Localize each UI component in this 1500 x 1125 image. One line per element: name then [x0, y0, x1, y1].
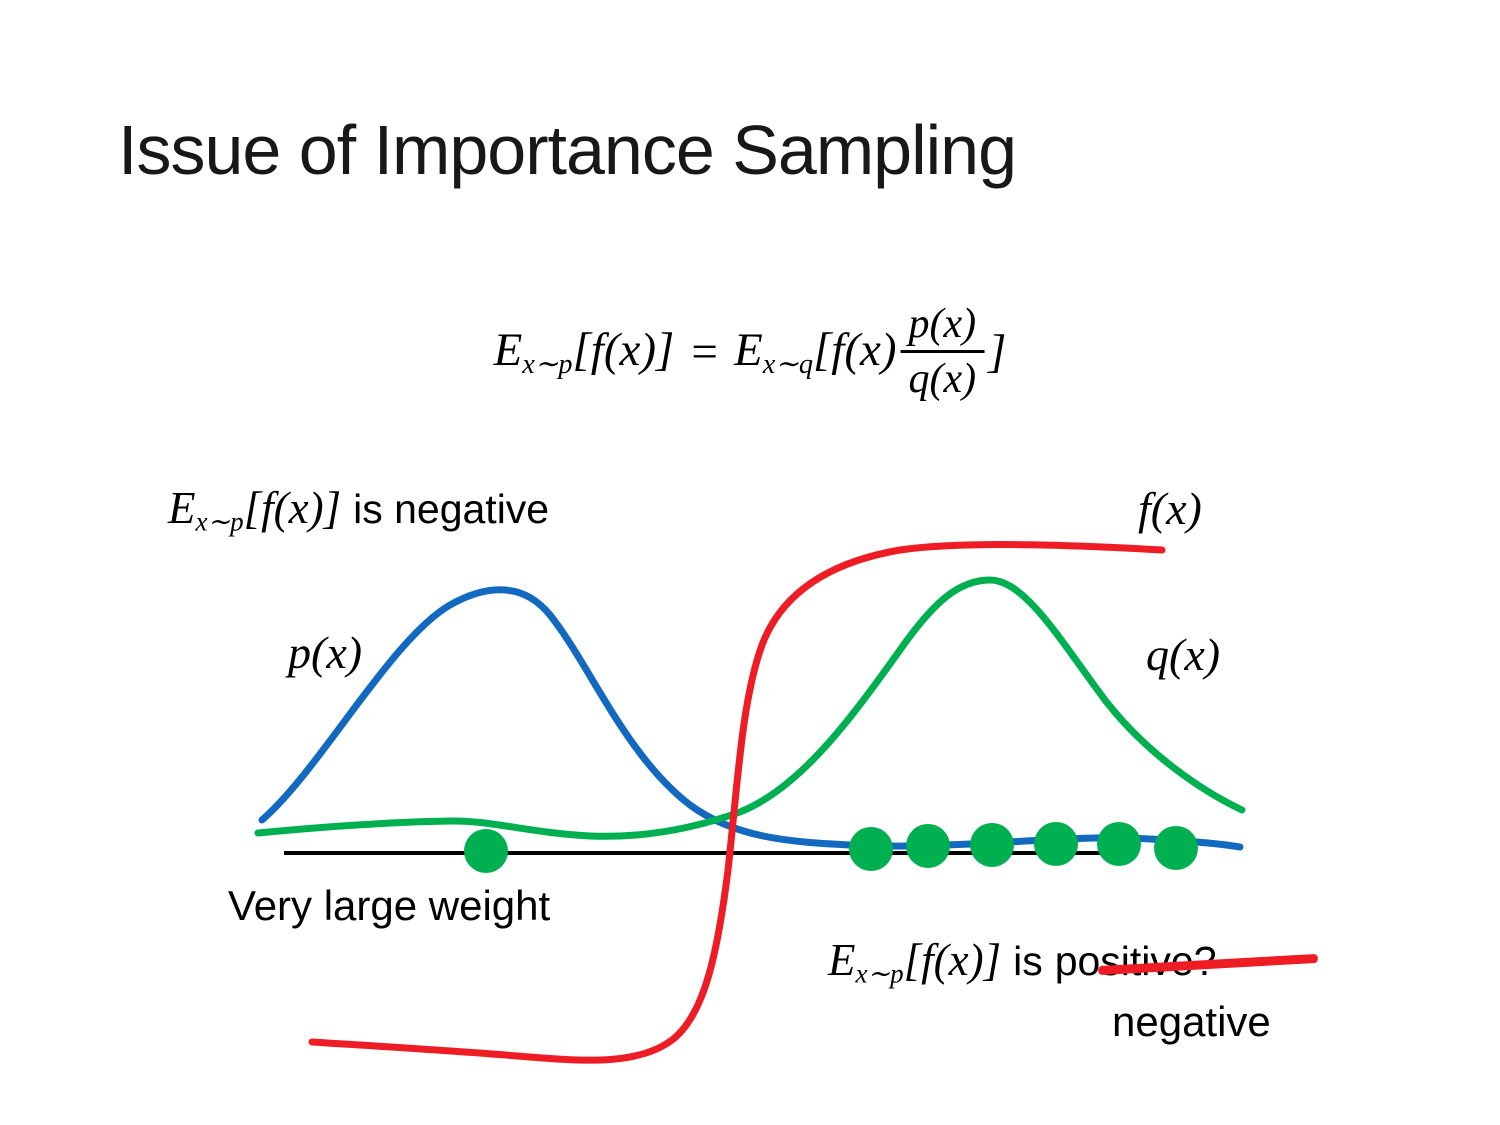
math-subscript: x∼p [522, 348, 573, 380]
math-E: E [168, 483, 196, 533]
equals-sign: = [688, 325, 721, 378]
expectation-term: Ex∼p[f(x)] [168, 482, 341, 538]
f-curve-label: f(x) [1138, 483, 1202, 534]
math-subscript: x∼p [855, 958, 904, 989]
sample-dot [849, 827, 893, 871]
sample-dot [1034, 822, 1078, 866]
expectation-positive-note: Ex∼p[f(x)] is positive? [828, 934, 1217, 990]
math-arg: [f(x)] [572, 323, 675, 376]
sample-dot [906, 824, 950, 868]
sample-dot [970, 823, 1014, 867]
fraction-denominator: q(x) [908, 356, 977, 403]
p-curve-label: p(x) [288, 627, 363, 678]
math-E: E [734, 323, 763, 376]
f-function-curve [308, 541, 1166, 1064]
q-distribution-curve [254, 576, 1246, 840]
closing-bracket: ] [988, 325, 1007, 378]
math-arg: [f(x) [813, 323, 897, 376]
math-arg: [f(x)] [243, 483, 342, 533]
sample-dot [1154, 826, 1198, 870]
p-distribution-curve [258, 586, 1244, 851]
math-subscript: x∼p [195, 506, 244, 537]
note-text: is negative [353, 486, 550, 532]
math-E: E [493, 323, 523, 376]
math-E: E [828, 935, 856, 985]
q-curve-label: q(x) [1146, 629, 1221, 680]
very-large-weight-note: Very large weight [228, 882, 551, 929]
math-subscript: x∼q [762, 348, 813, 380]
sample-dot [1097, 822, 1141, 866]
note-text-is: is [1013, 938, 1043, 984]
importance-weight-fraction: p(x) q(x) [900, 300, 985, 404]
sample-dot-left [464, 829, 508, 873]
expectation-negative-note: Ex∼p[f(x)] is negative [168, 482, 549, 538]
slide-title: Issue of Importance Sampling [118, 111, 1017, 189]
fraction-numerator: p(x) [900, 300, 985, 354]
math-arg: [f(x)] [903, 935, 1002, 985]
rhs-expectation: Ex∼q[f(x) [734, 323, 896, 381]
lhs-expectation: Ex∼p[f(x)] [494, 323, 675, 381]
importance-sampling-equation: Ex∼p[f(x)] = Ex∼q[f(x) p(x) q(x) ] [494, 300, 1007, 404]
expectation-term: Ex∼p[f(x)] [828, 934, 1001, 990]
negative-answer: negative [1112, 998, 1271, 1045]
